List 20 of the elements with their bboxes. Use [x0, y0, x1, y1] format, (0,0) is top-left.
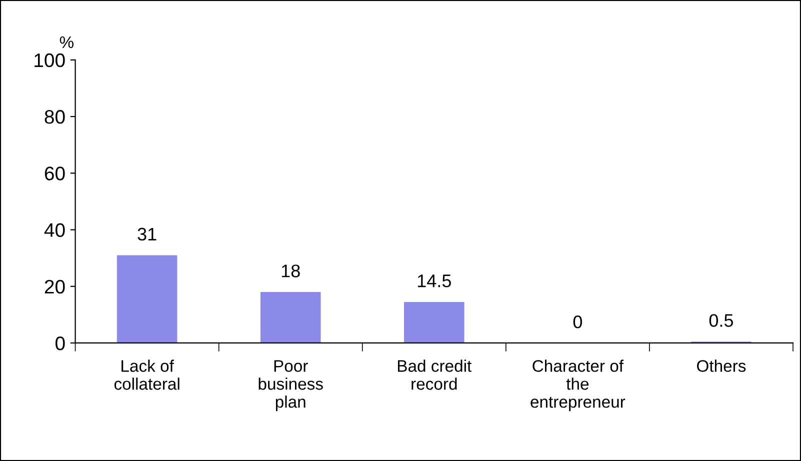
data-label: 14.5 [418, 274, 451, 288]
data-label: 0 [573, 316, 582, 328]
x-tick-label: Bad credit record [398, 360, 472, 390]
data-label: 31 [138, 228, 156, 241]
y-tick-label: 40 [44, 223, 65, 237]
x-tick-label: Poor business plan [258, 360, 323, 412]
y-tick-label: 0 [56, 336, 65, 350]
y-tick-label: 100 [34, 53, 65, 68]
y-tick-label: 60 [44, 166, 65, 180]
data-label: 0.5 [709, 314, 734, 327]
bar [260, 292, 321, 343]
bar [404, 302, 464, 343]
y-axis-title: % [60, 36, 74, 48]
x-tick-label: Character of the entrepreneur [530, 360, 626, 412]
bar [116, 255, 178, 343]
x-tick-label: Others [697, 360, 746, 372]
y-tick-label: 20 [44, 280, 65, 294]
y-tick-label: 80 [44, 110, 65, 124]
x-tick-label: Lack of collateral [114, 360, 180, 390]
data-label: 18 [282, 264, 300, 278]
